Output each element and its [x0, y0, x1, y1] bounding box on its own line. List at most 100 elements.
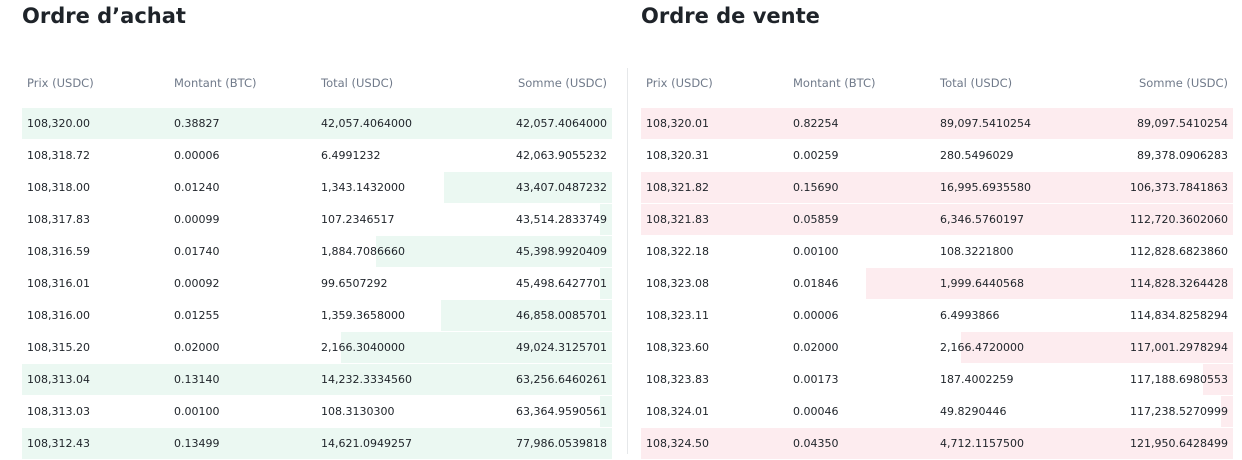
- sell-order-row[interactable]: 108,324.50 0.04350 4,712.1157500 121,950.64…: [641, 428, 1233, 460]
- buy-order-row[interactable]: 108,317.83 0.00099 107.2346517 43,514.28337…: [22, 204, 612, 236]
- sell-row-price: 108,323.11: [646, 309, 709, 322]
- buy-row-price: 108,316.01: [27, 277, 90, 290]
- buy-order-row[interactable]: 108,316.59 0.01740 1,884.7086660 45,398.992…: [22, 236, 612, 268]
- buy-row-sum: 42,057.4064000: [516, 117, 607, 130]
- sell-row-sum: 121,950.6428499: [1130, 437, 1228, 450]
- buy-row-sum: 46,858.0085701: [516, 309, 607, 322]
- buy-order-row[interactable]: 108,318.72 0.00006 6.4991232 42,063.9055232: [22, 140, 612, 172]
- sell-row-total: 49.8290446: [940, 405, 1007, 418]
- buy-order-rows: 108,320.00 0.38827 42,057.4064000 42,057.40…: [22, 108, 612, 460]
- sell-depth-bar: [641, 172, 1233, 203]
- buy-order-row[interactable]: 108,312.43 0.13499 14,621.0949257 77,986.05…: [22, 428, 612, 460]
- buy-row-price: 108,318.72: [27, 149, 90, 162]
- sell-row-sum: 114,834.8258294: [1130, 309, 1228, 322]
- sell-order-panel: Ordre de vente Prix (USDC) Montant (BTC)…: [641, 0, 1233, 459]
- sell-order-row[interactable]: 108,320.01 0.82254 89,097.5410254 89,097.54…: [641, 108, 1233, 140]
- sell-depth-bar: [641, 204, 1233, 235]
- buy-row-price: 108,313.03: [27, 405, 90, 418]
- sell-row-price: 108,323.08: [646, 277, 709, 290]
- sell-row-price: 108,321.82: [646, 181, 709, 194]
- sell-table-header: Prix (USDC) Montant (BTC) Total (USDC) S…: [641, 74, 1233, 92]
- buy-row-sum: 43,514.2833749: [516, 213, 607, 226]
- sell-row-total: 16,995.6935580: [940, 181, 1031, 194]
- buy-depth-bar: [440, 300, 612, 331]
- sell-order-row[interactable]: 108,323.83 0.00173 187.4002259 117,188.6980…: [641, 364, 1233, 396]
- sell-order-row[interactable]: 108,324.01 0.00046 49.8290446 117,238.52709…: [641, 396, 1233, 428]
- buy-row-sum: 63,364.9590561: [516, 405, 607, 418]
- buy-header-price: Prix (USDC): [27, 76, 94, 90]
- buy-order-row[interactable]: 108,316.01 0.00092 99.6507292 45,498.642770…: [22, 268, 612, 300]
- sell-row-amount: 0.05859: [793, 213, 839, 226]
- buy-order-row[interactable]: 108,318.00 0.01240 1,343.1432000 43,407.048…: [22, 172, 612, 204]
- sell-row-total: 280.5496029: [940, 149, 1014, 162]
- buy-row-price: 108,316.59: [27, 245, 90, 258]
- buy-row-amount: 0.01740: [174, 245, 220, 258]
- buy-row-total: 14,621.0949257: [321, 437, 412, 450]
- buy-depth-bar: [22, 364, 612, 395]
- buy-order-row[interactable]: 108,313.03 0.00100 108.3130300 63,364.95905…: [22, 396, 612, 428]
- sell-row-sum: 112,828.6823860: [1130, 245, 1228, 258]
- sell-order-row[interactable]: 108,320.31 0.00259 280.5496029 89,378.09062…: [641, 140, 1233, 172]
- buy-order-row[interactable]: 108,316.00 0.01255 1,359.3658000 46,858.008…: [22, 300, 612, 332]
- sell-row-amount: 0.00100: [793, 245, 839, 258]
- buy-row-price: 108,320.00: [27, 117, 90, 130]
- buy-row-amount: 0.13140: [174, 373, 220, 386]
- sell-row-price: 108,321.83: [646, 213, 709, 226]
- buy-row-amount: 0.01255: [174, 309, 220, 322]
- sell-row-sum: 117,001.2978294: [1130, 341, 1228, 354]
- sell-order-row[interactable]: 108,321.83 0.05859 6,346.5760197 112,720.36…: [641, 204, 1233, 236]
- buy-row-amount: 0.02000: [174, 341, 220, 354]
- buy-order-title: Ordre d’achat: [22, 4, 186, 28]
- sell-row-price: 108,323.60: [646, 341, 709, 354]
- buy-depth-bar: [600, 396, 612, 427]
- buy-header-total: Total (USDC): [321, 76, 394, 90]
- sell-row-price: 108,320.01: [646, 117, 709, 130]
- sell-row-amount: 0.82254: [793, 117, 839, 130]
- buy-order-panel: Ordre d’achat Prix (USDC) Montant (BTC) …: [22, 0, 612, 459]
- buy-row-total: 2,166.3040000: [321, 341, 405, 354]
- sell-order-rows: 108,320.01 0.82254 89,097.5410254 89,097.54…: [641, 108, 1233, 460]
- sell-order-row[interactable]: 108,322.18 0.00100 108.3221800 112,828.6823…: [641, 236, 1233, 268]
- sell-order-row[interactable]: 108,321.82 0.15690 16,995.6935580 106,373.7…: [641, 172, 1233, 204]
- buy-table-header: Prix (USDC) Montant (BTC) Total (USDC) S…: [22, 74, 612, 92]
- sell-order-row[interactable]: 108,323.11 0.00006 6.4993866 114,834.825829…: [641, 300, 1233, 332]
- buy-row-total: 14,232.3334560: [321, 373, 412, 386]
- buy-row-total: 1,884.7086660: [321, 245, 405, 258]
- sell-row-total: 4,712.1157500: [940, 437, 1024, 450]
- buy-row-price: 108,315.20: [27, 341, 90, 354]
- sell-row-sum: 106,373.7841863: [1130, 181, 1228, 194]
- sell-row-amount: 0.01846: [793, 277, 839, 290]
- buy-row-amount: 0.01240: [174, 181, 220, 194]
- buy-row-sum: 45,398.9920409: [516, 245, 607, 258]
- buy-header-amount: Montant (BTC): [174, 76, 257, 90]
- sell-header-sum: Somme (USDC): [1138, 76, 1228, 90]
- sell-row-price: 108,324.01: [646, 405, 709, 418]
- buy-row-total: 107.2346517: [321, 213, 395, 226]
- sell-row-amount: 0.00259: [793, 149, 839, 162]
- sell-depth-bar: [641, 108, 1233, 139]
- buy-order-row[interactable]: 108,313.04 0.13140 14,232.3334560 63,256.64…: [22, 364, 612, 396]
- buy-row-amount: 0.00100: [174, 405, 220, 418]
- buy-row-amount: 0.00006: [174, 149, 220, 162]
- buy-header-sum: Somme (USDC): [517, 76, 607, 90]
- buy-row-price: 108,312.43: [27, 437, 90, 450]
- sell-order-row[interactable]: 108,323.60 0.02000 2,166.4720000 117,001.29…: [641, 332, 1233, 364]
- sell-depth-bar: [960, 332, 1233, 363]
- buy-row-amount: 0.13499: [174, 437, 220, 450]
- sell-row-sum: 114,828.3264428: [1130, 277, 1228, 290]
- buy-order-row[interactable]: 108,315.20 0.02000 2,166.3040000 49,024.312…: [22, 332, 612, 364]
- sell-row-amount: 0.00173: [793, 373, 839, 386]
- sell-header-price: Prix (USDC): [646, 76, 713, 90]
- buy-order-row[interactable]: 108,320.00 0.38827 42,057.4064000 42,057.40…: [22, 108, 612, 140]
- sell-row-total: 6.4993866: [940, 309, 1000, 322]
- buy-row-price: 108,316.00: [27, 309, 90, 322]
- sell-row-sum: 89,378.0906283: [1137, 149, 1228, 162]
- sell-row-amount: 0.00006: [793, 309, 839, 322]
- buy-row-total: 42,057.4064000: [321, 117, 412, 130]
- sell-order-row[interactable]: 108,323.08 0.01846 1,999.6440568 114,828.32…: [641, 268, 1233, 300]
- buy-row-sum: 43,407.0487232: [516, 181, 607, 194]
- buy-depth-bar: [340, 332, 612, 363]
- sell-row-amount: 0.00046: [793, 405, 839, 418]
- sell-row-total: 2,166.4720000: [940, 341, 1024, 354]
- buy-row-total: 99.6507292: [321, 277, 388, 290]
